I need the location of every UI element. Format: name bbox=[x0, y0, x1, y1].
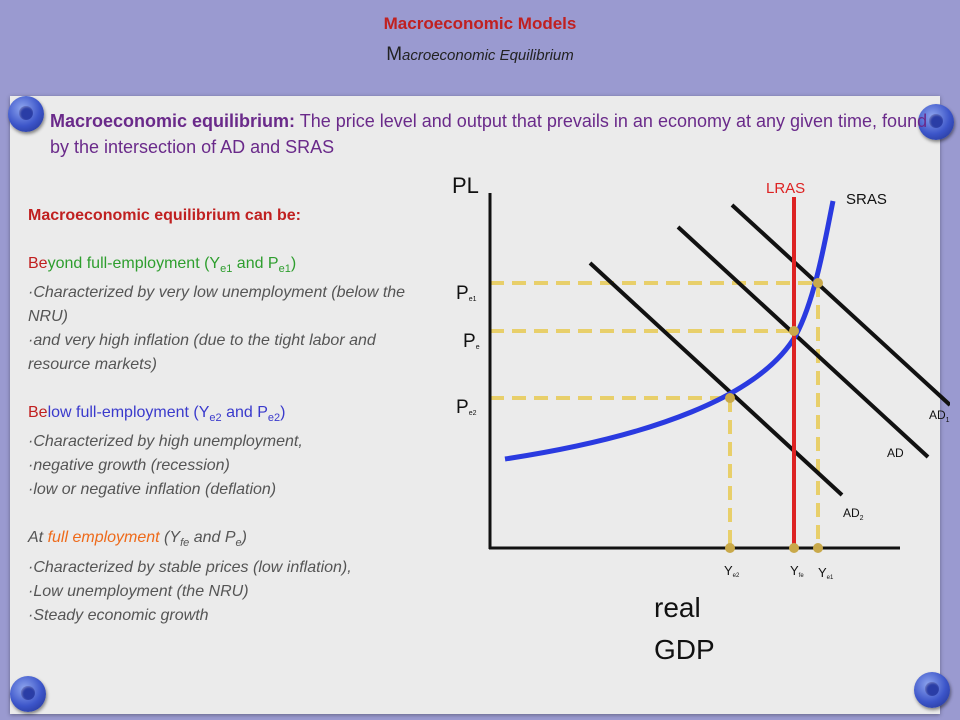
cases-heading: Macroeconomic equilibrium can be: bbox=[28, 207, 301, 224]
pe-label-text: P bbox=[463, 331, 476, 352]
case-full-bullet: ·Steady economic growth bbox=[28, 606, 209, 624]
ad-curve bbox=[676, 225, 930, 459]
case-beyond-mid: and P bbox=[232, 255, 279, 272]
yfe-label: Yfe bbox=[790, 563, 804, 579]
ye1-label-sub: e1 bbox=[827, 575, 834, 581]
yfe-label-sub: fe bbox=[799, 573, 805, 579]
case-full-bullet: ·Characterized by stable prices (low inf… bbox=[28, 558, 352, 576]
case-beyond-sub2: e1 bbox=[278, 263, 291, 276]
case-beyond-label: yond full-employment (Y bbox=[47, 255, 221, 272]
case-below-bullet: ·low or negative inflation (deflation) bbox=[28, 481, 277, 499]
pe1-label-text: P bbox=[456, 283, 469, 304]
equilibrium-point-e2 bbox=[725, 393, 735, 403]
pe2-label-text: P bbox=[456, 397, 469, 418]
case-below-sub2: e2 bbox=[267, 412, 281, 425]
case-beyond-prefix: Be bbox=[28, 255, 48, 272]
ye2-label-sub: e2 bbox=[733, 573, 740, 579]
sras-label: SRAS bbox=[846, 191, 887, 208]
ye2-label: Ye2 bbox=[724, 563, 740, 579]
definition-text: Macroeconomic equilibrium: The price lev… bbox=[50, 108, 930, 160]
case-full-close: ) bbox=[241, 529, 247, 547]
x-tick-ye1 bbox=[813, 543, 823, 553]
subtitle-initial: M bbox=[386, 44, 403, 65]
pe-label-sub: e bbox=[476, 344, 480, 351]
pushpin-bottom-left-icon bbox=[10, 676, 46, 712]
pe1-label-sub: e1 bbox=[469, 296, 477, 303]
subtitle-rest: acroeconomic Equilibrium bbox=[402, 47, 574, 64]
x-axis-label-line1: real bbox=[654, 592, 701, 623]
ye2-label-text: Y bbox=[724, 563, 733, 578]
equilibrium-cases: Macroeconomic equilibrium can be: Beyond… bbox=[28, 204, 423, 628]
case-below-mid: and P bbox=[221, 404, 268, 422]
pe2-label-sub: e2 bbox=[469, 410, 477, 417]
case-beyond-bullet: ·Characterized by very low unemployment … bbox=[28, 284, 406, 326]
ye1-label: Ye1 bbox=[818, 565, 834, 581]
case-full-bullet: ·Low unemployment (the NRU) bbox=[28, 582, 249, 600]
yfe-label-text: Y bbox=[790, 563, 799, 578]
case-beyond-sub1: e1 bbox=[220, 263, 233, 276]
ad-label: AD bbox=[887, 446, 904, 460]
case-full-label: full employment bbox=[47, 529, 160, 547]
case-below-prefix: Be bbox=[28, 404, 48, 422]
ad2-label-text: AD bbox=[843, 506, 860, 520]
pe2-label: Pe2 bbox=[456, 397, 477, 418]
case-below-bullet: ·negative growth (recession) bbox=[28, 457, 230, 475]
slide-subtitle: Macroeconomic Equilibrium bbox=[0, 44, 960, 66]
ad1-label: AD1 bbox=[929, 408, 950, 424]
definition-body: The price level and output that prevails… bbox=[50, 111, 928, 157]
paper-panel bbox=[10, 96, 940, 714]
case-below-heading: Below full-employment (Ye2 and Pe2) bbox=[28, 401, 423, 430]
case-full-rest: (Y bbox=[159, 529, 181, 547]
case-beyond-bullet: ·and very high inflation (due to the tig… bbox=[28, 332, 376, 374]
equilibrium-point-e bbox=[789, 326, 799, 336]
x-axis-label-line2: GDP bbox=[654, 634, 715, 665]
case-below-label: low full-employment (Y bbox=[47, 404, 210, 422]
lras-label: LRAS bbox=[766, 180, 805, 197]
pushpin-top-left-icon bbox=[8, 96, 44, 132]
slide-title: Macroeconomic Models bbox=[383, 14, 577, 33]
case-beyond-close: ) bbox=[290, 255, 297, 272]
ye1-label-text: Y bbox=[818, 565, 827, 580]
case-below-sub1: e2 bbox=[209, 412, 222, 425]
pushpin-bottom-right-icon bbox=[914, 672, 950, 708]
ad2-label-sub: 2 bbox=[860, 515, 864, 522]
case-full-prefix: At bbox=[28, 529, 48, 547]
pe1-label: Pe1 bbox=[456, 283, 477, 304]
sras-curve bbox=[504, 200, 836, 462]
ad1-label-sub: 1 bbox=[946, 417, 950, 424]
case-full-sub1: fe bbox=[180, 537, 190, 550]
definition-term: Macroeconomic equilibrium: bbox=[50, 111, 296, 131]
case-below-bullet: ·Characterized by high unemployment, bbox=[28, 433, 303, 451]
case-full-mid: and P bbox=[189, 529, 236, 547]
ad-as-diagram: PL real GDP LRAS SRAS AD AD1 AD2 Pe1 Pe … bbox=[452, 173, 950, 665]
x-tick-ye2 bbox=[725, 543, 735, 553]
pe-label: Pe bbox=[463, 331, 480, 352]
x-tick-yfe bbox=[789, 543, 799, 553]
case-below-close: ) bbox=[280, 404, 286, 422]
pushpin-top-right-icon bbox=[918, 104, 954, 140]
y-axis-label: PL bbox=[452, 173, 479, 198]
ad2-curve bbox=[588, 261, 844, 497]
ad1-label-text: AD bbox=[929, 408, 946, 422]
ad2-label: AD2 bbox=[843, 506, 864, 522]
equilibrium-point-e1 bbox=[813, 278, 823, 288]
case-full-heading: At full employment (Yfe and Pe) bbox=[28, 526, 423, 555]
case-full-sub2: e bbox=[235, 537, 242, 550]
case-beyond-heading: Beyond full-employment (Ye1 and Pe1) bbox=[28, 252, 423, 281]
ad1-curve bbox=[730, 203, 950, 407]
